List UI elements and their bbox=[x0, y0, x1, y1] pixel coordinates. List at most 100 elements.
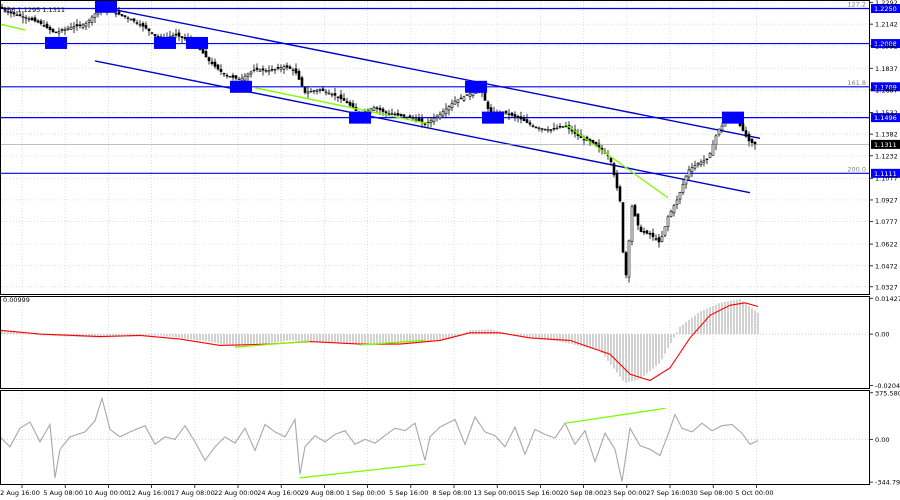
cci-tick-label: 375.5808 bbox=[875, 389, 900, 397]
candle-body bbox=[315, 89, 319, 92]
candle-body bbox=[54, 31, 58, 34]
macd-panel: 0.01427 0.00 -0.02049 bbox=[0, 295, 900, 390]
candle-body bbox=[81, 24, 85, 28]
candle-body bbox=[690, 167, 694, 172]
candle-body bbox=[552, 127, 556, 130]
candle-body bbox=[324, 91, 328, 94]
candle-body bbox=[744, 130, 748, 137]
candle-body bbox=[216, 64, 220, 70]
candle-body bbox=[612, 163, 616, 176]
price-tick-label: 1.2142 bbox=[875, 21, 898, 29]
candle-body bbox=[138, 24, 142, 26]
candle-body bbox=[90, 16, 94, 23]
price-channel bbox=[94, 6, 761, 194]
candle-body bbox=[378, 107, 382, 111]
candle-body bbox=[87, 19, 91, 23]
time-tick-label: 17 Aug 08:00 bbox=[171, 489, 215, 497]
candle-body bbox=[651, 232, 655, 238]
candle-body bbox=[24, 17, 28, 19]
level-price-label: 1.1709 bbox=[874, 83, 897, 91]
price-tick-label: 1.1992 bbox=[875, 42, 898, 50]
candle-body bbox=[207, 57, 211, 62]
candle-body bbox=[435, 115, 439, 119]
time-tick-label: 27 Sep 16:00 bbox=[646, 489, 689, 497]
candle-body bbox=[720, 125, 724, 131]
candle-body bbox=[213, 61, 217, 67]
touch-marker bbox=[722, 111, 744, 124]
candle-body bbox=[708, 152, 712, 158]
candle-body bbox=[582, 138, 586, 141]
candle-body bbox=[348, 101, 352, 106]
candle-body bbox=[183, 37, 187, 40]
candle-body bbox=[453, 100, 457, 105]
candle-body bbox=[387, 113, 391, 115]
candle-body bbox=[36, 20, 40, 23]
macd-corner-value: 0.00999 bbox=[3, 296, 30, 304]
price-tick-label: 1.1837 bbox=[875, 65, 898, 73]
candle-body bbox=[261, 68, 265, 71]
candle-body bbox=[312, 90, 316, 92]
candle-body bbox=[228, 76, 232, 78]
candle-body bbox=[270, 69, 274, 71]
candle-body bbox=[660, 236, 664, 242]
candle-body bbox=[678, 192, 682, 200]
candle-body bbox=[396, 113, 400, 116]
candle-body bbox=[648, 233, 652, 235]
candle-body bbox=[645, 230, 649, 234]
candle-body bbox=[336, 96, 340, 98]
price-tick-label: 1.1687 bbox=[875, 86, 898, 94]
candle-body bbox=[117, 11, 121, 15]
cci-tick-label: -344.790 bbox=[875, 479, 900, 487]
candle-body bbox=[255, 67, 259, 70]
candle-body bbox=[738, 123, 742, 127]
price-tick-label: 1.0777 bbox=[875, 218, 898, 226]
price-panel-border bbox=[0, 0, 870, 295]
price-tick-label: 1.1232 bbox=[875, 152, 898, 160]
candle-body bbox=[252, 69, 256, 72]
candle-body bbox=[201, 49, 205, 54]
candle-body bbox=[303, 86, 307, 93]
candle-body bbox=[294, 68, 298, 74]
candle-body bbox=[654, 238, 658, 240]
candle-body bbox=[291, 69, 295, 71]
channel-upper-line bbox=[99, 6, 761, 139]
candle-body bbox=[285, 65, 289, 68]
candle-body bbox=[27, 18, 31, 20]
candle-body bbox=[450, 103, 454, 108]
current-price-label: 1.1311 bbox=[874, 141, 897, 149]
level-price-tag bbox=[871, 168, 900, 178]
level-price-label: 1.2008 bbox=[874, 40, 897, 48]
fib-label: 200.0 bbox=[847, 165, 866, 173]
candle-body bbox=[264, 70, 268, 72]
candle-body bbox=[750, 138, 754, 143]
candle-body bbox=[681, 184, 685, 193]
candle-body bbox=[546, 129, 550, 132]
touch-marker bbox=[482, 111, 504, 124]
candle-body bbox=[459, 97, 463, 100]
candle-body bbox=[93, 13, 97, 18]
candle-body bbox=[429, 119, 433, 123]
candle-body bbox=[129, 18, 133, 21]
candle-body bbox=[63, 28, 67, 31]
candle-body bbox=[543, 128, 547, 131]
candle-body bbox=[696, 163, 700, 166]
time-axis: 2 Aug 16:00 5 Aug 08:00 10 Aug 00:00 12 Aug… bbox=[0, 484, 774, 497]
candle-body bbox=[405, 116, 409, 119]
candle-body bbox=[3, 9, 7, 11]
candle-body bbox=[672, 205, 676, 214]
candle-body bbox=[273, 68, 277, 71]
touch-marker bbox=[186, 36, 208, 49]
candle-body bbox=[132, 18, 136, 22]
price-tick-label: 1.0327 bbox=[875, 283, 898, 291]
candle-body bbox=[276, 66, 280, 69]
candle-body bbox=[468, 93, 472, 97]
candle-body bbox=[486, 101, 490, 109]
candle-body bbox=[219, 69, 223, 72]
candle-body bbox=[507, 113, 511, 115]
candle-body bbox=[249, 71, 253, 75]
macd-tick-label: 0.01427 bbox=[875, 295, 900, 303]
candle-body bbox=[144, 24, 148, 29]
candle-body bbox=[237, 78, 241, 81]
candle-body bbox=[609, 157, 613, 163]
